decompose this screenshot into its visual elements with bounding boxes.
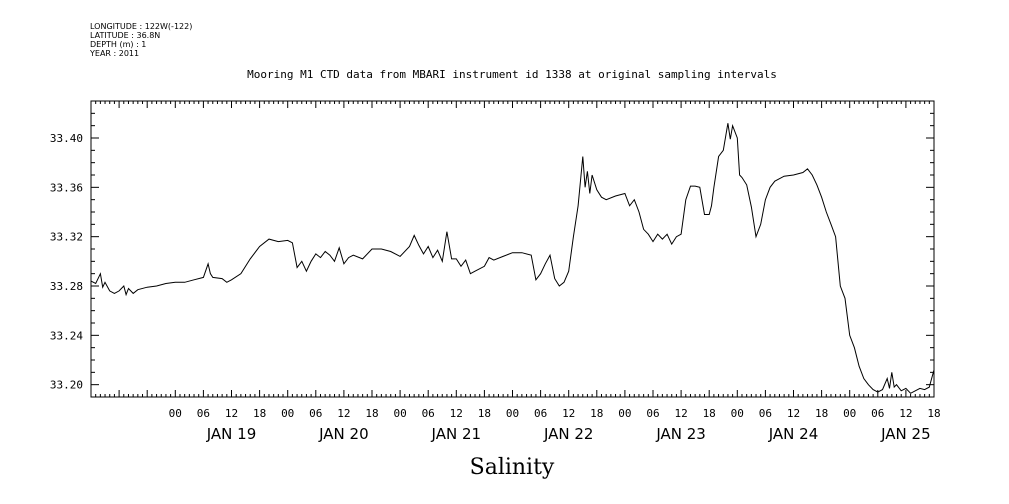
- x-day-label: JAN 19: [206, 425, 257, 443]
- x-tick-label: 18: [253, 407, 266, 420]
- x-tick-label: 06: [422, 407, 435, 420]
- x-tick-label: 00: [731, 407, 744, 420]
- plot-frame: [90, 100, 935, 398]
- x-tick-label: 06: [646, 407, 659, 420]
- x-tick-label: 18: [365, 407, 378, 420]
- x-tick-label: 06: [871, 407, 884, 420]
- x-tick-label: 12: [225, 407, 238, 420]
- y-tick-label: 33.36: [50, 181, 83, 194]
- y-tick-label: 33.24: [50, 329, 83, 342]
- x-tick-label: 12: [337, 407, 350, 420]
- x-tick-label: 06: [759, 407, 772, 420]
- x-tick-label: 18: [590, 407, 603, 420]
- year-text: YEAR : 2011: [90, 49, 140, 58]
- x-tick-label: 00: [843, 407, 856, 420]
- chart-title: Mooring M1 CTD data from MBARI instrumen…: [247, 68, 777, 81]
- depth-text: DEPTH (m) : 1: [90, 40, 147, 49]
- x-tick-label: 18: [703, 407, 716, 420]
- x-day-label: JAN 22: [543, 425, 594, 443]
- x-tick-label: 12: [899, 407, 912, 420]
- x-tick-label: 12: [562, 407, 575, 420]
- x-day-label: JAN 25: [880, 425, 931, 443]
- x-tick-label: 18: [815, 407, 828, 420]
- salinity-series-line: [90, 123, 935, 394]
- x-day-label: JAN 21: [431, 425, 482, 443]
- x-tick-label: 00: [393, 407, 406, 420]
- x-tick-label: 18: [478, 407, 491, 420]
- x-axis-label: Salinity: [469, 455, 555, 480]
- y-tick-label: 33.20: [50, 379, 83, 392]
- y-tick-label: 33.40: [50, 132, 83, 145]
- latitude-text: LATITUDE : 36.8N: [90, 31, 161, 40]
- x-tick-label: 18: [927, 407, 940, 420]
- x-tick-label: 12: [450, 407, 463, 420]
- x-tick-label: 12: [674, 407, 687, 420]
- x-tick-label: 06: [309, 407, 322, 420]
- y-tick-label: 33.32: [50, 231, 83, 244]
- x-tick-label: 00: [506, 407, 519, 420]
- x-day-label: JAN 20: [318, 425, 369, 443]
- x-day-label: JAN 24: [768, 425, 819, 443]
- y-tick-label: 33.28: [50, 280, 83, 293]
- x-tick-label: 12: [787, 407, 800, 420]
- x-tick-label: 06: [197, 407, 210, 420]
- x-tick-label: 00: [281, 407, 294, 420]
- longitude-text: LONGITUDE : 122W(-122): [90, 22, 193, 31]
- x-tick-label: 00: [169, 407, 182, 420]
- x-tick-label: 06: [534, 407, 547, 420]
- metadata-block: LONGITUDE : 122W(-122) LATITUDE : 36.8N …: [90, 22, 192, 58]
- x-tick-label: 00: [618, 407, 631, 420]
- x-day-label: JAN 23: [655, 425, 706, 443]
